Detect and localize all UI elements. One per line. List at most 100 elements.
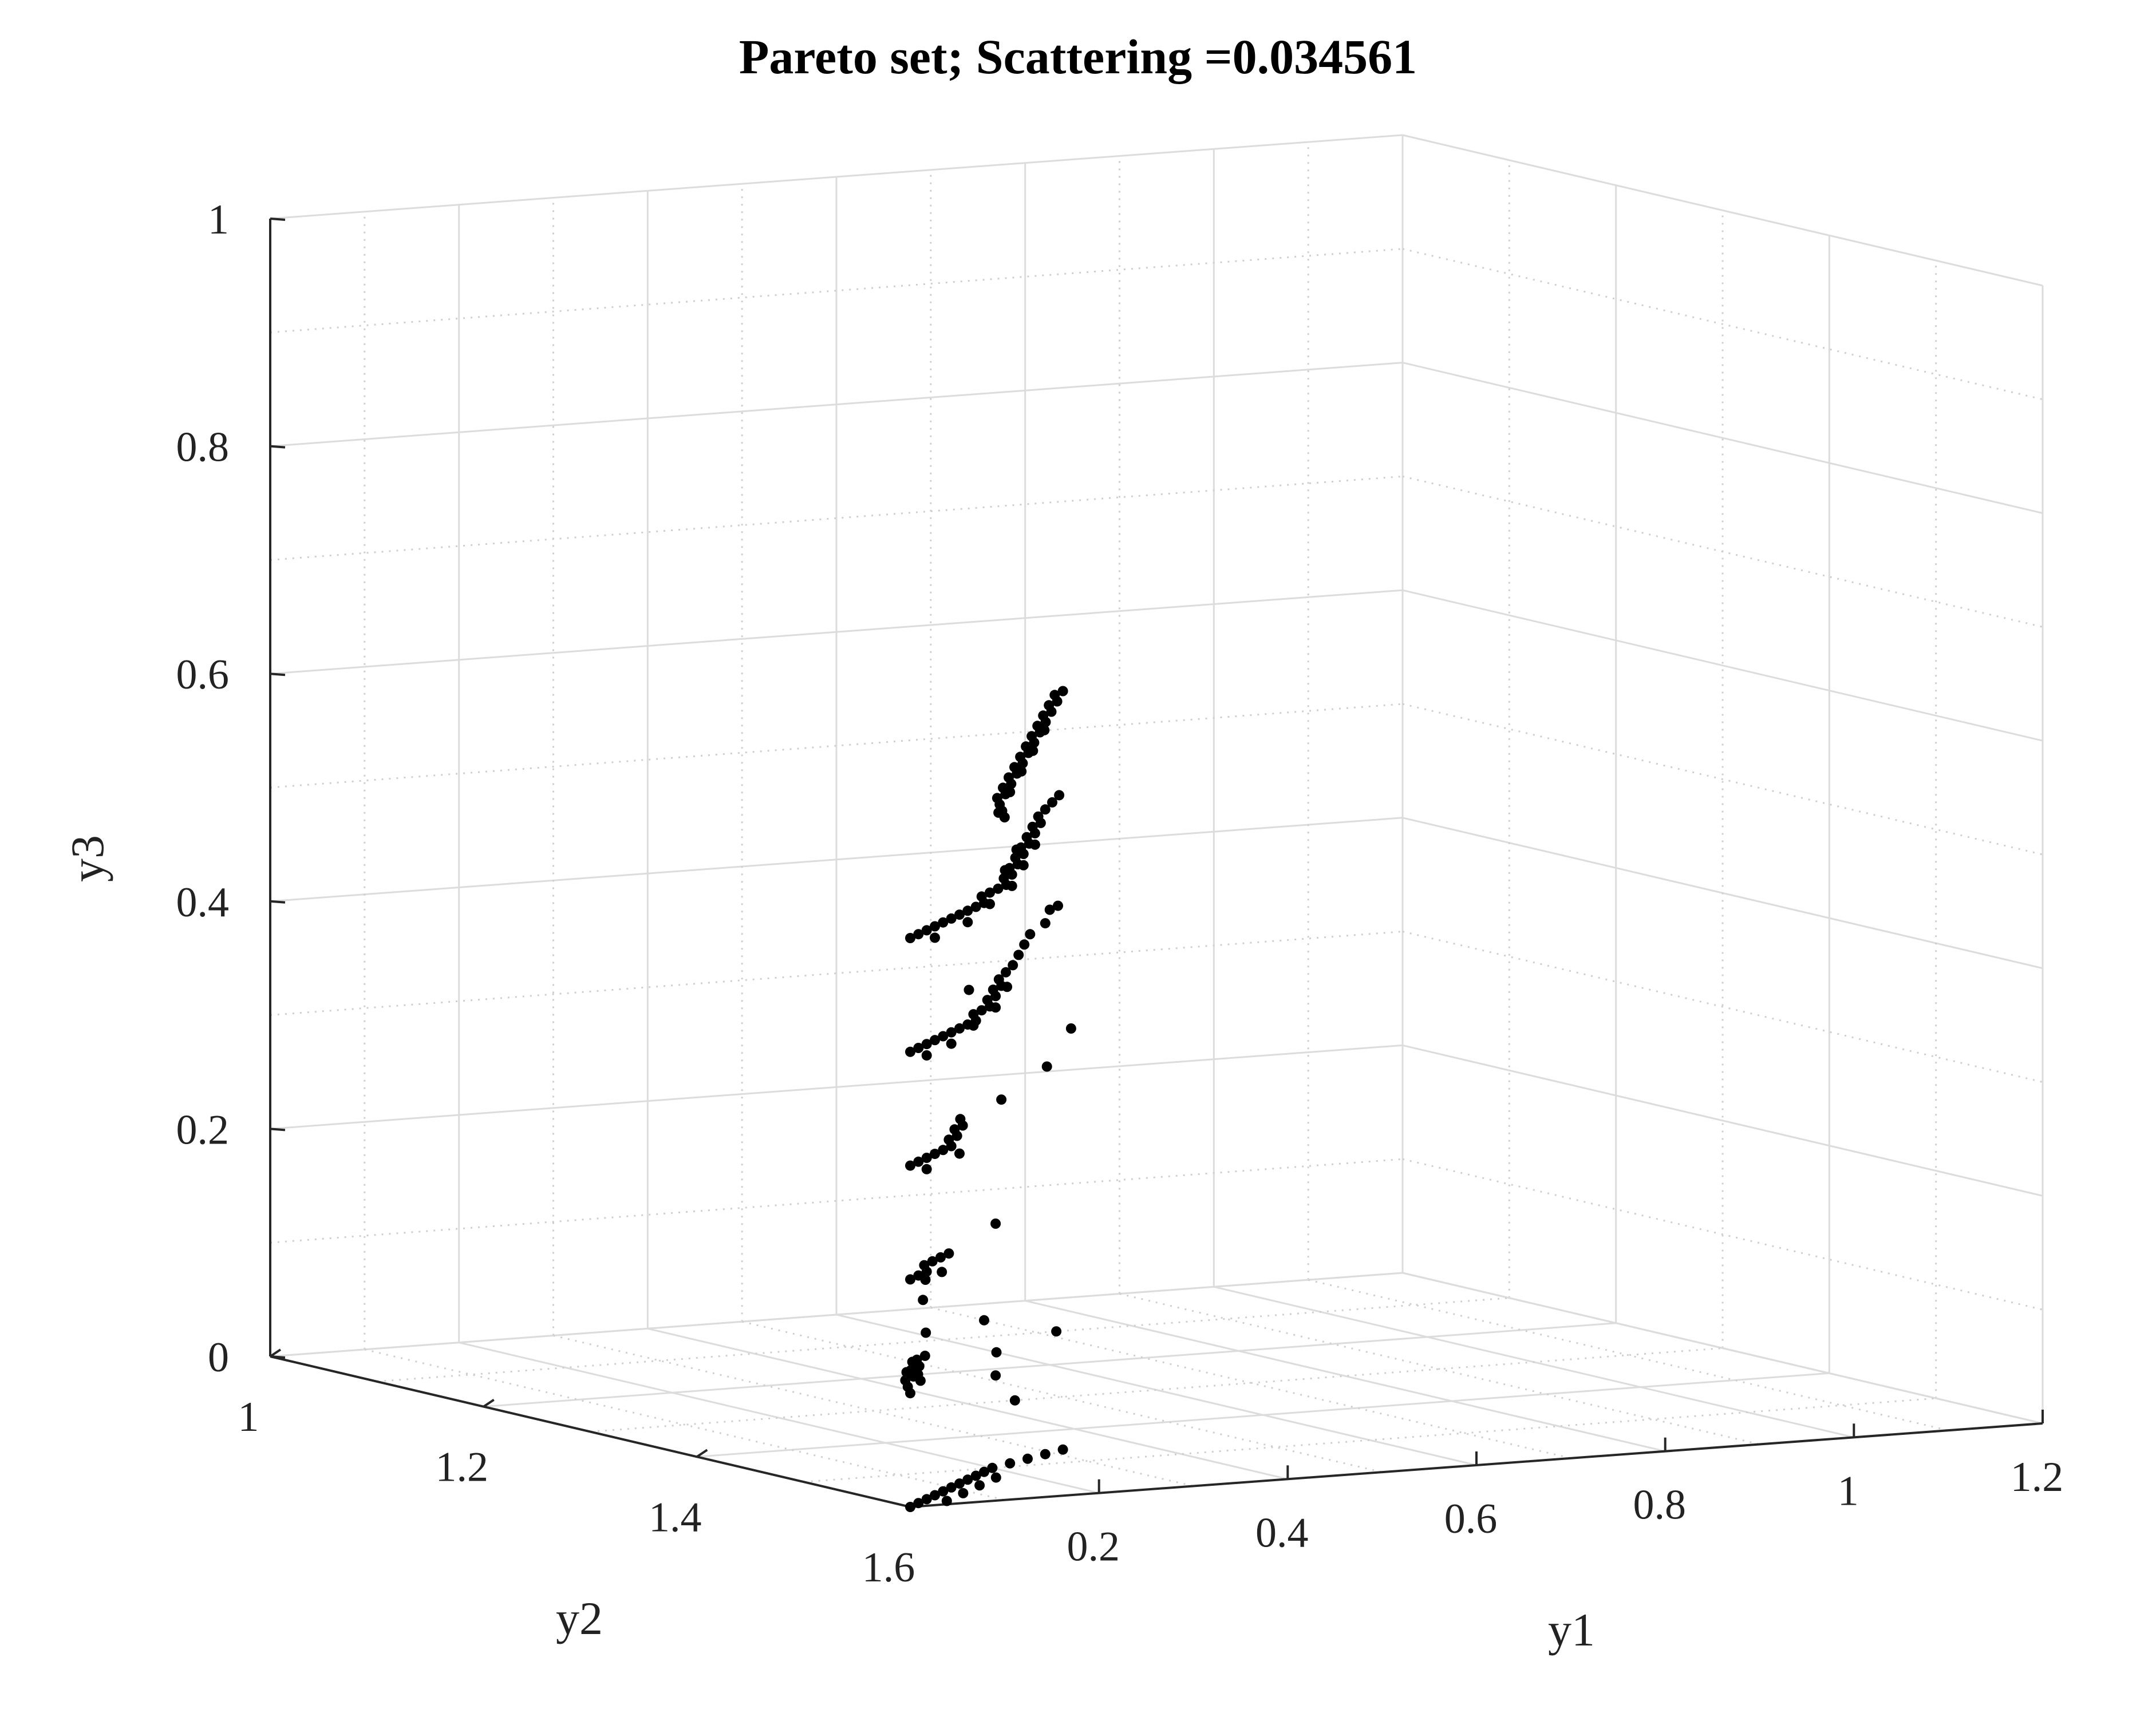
- scatter-point: [990, 1472, 1001, 1483]
- x-tick-label: 0.4: [1255, 1509, 1309, 1556]
- scatter-point: [998, 873, 1009, 884]
- scatter-point: [954, 909, 965, 920]
- scatter-point: [990, 1219, 1001, 1229]
- scatter-point: [982, 995, 993, 1006]
- scatter-point: [1065, 1023, 1076, 1034]
- scatter-point: [1040, 804, 1051, 815]
- scatter-point: [974, 1480, 985, 1491]
- floor-grid-line: [836, 1314, 1477, 1466]
- scatter-point: [1026, 731, 1037, 742]
- grid-layer: [269, 134, 2044, 1508]
- scatter-point: [938, 1145, 949, 1156]
- scatter-point: [918, 1295, 929, 1306]
- scatter-point: [1053, 900, 1063, 911]
- scatter-point: [930, 921, 940, 932]
- scatter-point: [988, 984, 998, 995]
- scatter-point: [1057, 686, 1068, 697]
- back-wall-grid-line: [270, 817, 1403, 903]
- scatter-point: [949, 1124, 960, 1135]
- scatter-point: [913, 1369, 923, 1380]
- scatter-point: [921, 1494, 932, 1505]
- z-axis-tick: [270, 900, 286, 904]
- floor-minor-grid-line: [1119, 1293, 1760, 1445]
- y-tick-label: 1.6: [862, 1544, 915, 1591]
- scatter-point: [954, 1478, 965, 1489]
- z-tick-label: 0.4: [176, 879, 230, 926]
- scatter-point: [1025, 929, 1036, 940]
- scatter-point: [1044, 904, 1055, 915]
- axis-layer: [269, 217, 2044, 1508]
- scatter-point: [1054, 790, 1065, 801]
- scatter-point: [1000, 865, 1010, 876]
- z-tick-label: 0.8: [176, 424, 230, 471]
- tick-labels-layer: 0.2 0.4 0.6 0.8 1 1.2 1 1.2 1.4 1.6 0 0.2 0.4 0.6 0.8 1: [176, 196, 2064, 1591]
- scatter-point: [1004, 772, 1014, 783]
- scatter-point: [943, 1248, 954, 1259]
- z-axis-tick: [270, 1355, 286, 1359]
- scatter-point: [962, 905, 973, 916]
- scatter-point: [962, 1474, 973, 1485]
- floor-grid-line: [459, 1342, 1100, 1494]
- back-wall-grid-line: [270, 362, 1403, 448]
- scatter-point: [905, 1160, 915, 1171]
- scatter-point: [1008, 960, 1018, 971]
- scatter-point: [964, 984, 974, 995]
- scatter-point: [985, 899, 995, 909]
- scatter-point: [938, 1486, 949, 1497]
- scatter-point: [985, 887, 995, 898]
- scatter-point: [905, 1046, 915, 1057]
- scatter-point: [962, 917, 973, 928]
- scatter-point: [970, 1470, 981, 1481]
- z-axis-tick: [270, 672, 286, 677]
- scatter-point: [920, 1275, 931, 1285]
- scatter-point: [987, 1462, 998, 1473]
- scatter-point: [921, 1039, 932, 1050]
- z-tick-label: 0.6: [176, 651, 230, 698]
- scatter-point: [946, 1027, 957, 1038]
- back-wall-grid-line: [270, 134, 1403, 220]
- floor-grid-line: [647, 1327, 1288, 1480]
- floor-minor-grid-line: [1308, 1279, 1949, 1431]
- scatter-point: [1010, 852, 1021, 863]
- scatter-point: [968, 1020, 979, 1031]
- back-wall-minor-grid-line: [270, 1158, 1403, 1244]
- back-wall-minor-grid-line: [270, 703, 1403, 789]
- scatter-point: [946, 1482, 957, 1493]
- z-tick-label: 1: [208, 196, 229, 243]
- right-wall-minor-grid-line: [1402, 1158, 2043, 1311]
- floor-grid-line: [1402, 1272, 2043, 1425]
- z-axis-tick: [270, 217, 286, 221]
- x-tick-label: 0.8: [1633, 1482, 1686, 1529]
- y-tick-label: 1.2: [435, 1444, 488, 1491]
- back-wall-minor-grid-line: [270, 931, 1403, 1016]
- scatter-point: [935, 1252, 946, 1263]
- y-axis-tick: [483, 1399, 495, 1408]
- scatter-point: [1038, 710, 1049, 721]
- floor-grid-line: [1025, 1300, 1666, 1453]
- z-axis-label: y3: [61, 835, 113, 882]
- scatter-point: [1015, 751, 1026, 762]
- scatter-point: [921, 1164, 932, 1174]
- z-axis-tick: [270, 1128, 286, 1132]
- y-axis-tick: [269, 1348, 282, 1358]
- y-axis-line: [270, 1355, 911, 1508]
- floor-minor-grid-line: [803, 1397, 1936, 1483]
- right-wall-minor-grid-line: [1402, 703, 2043, 856]
- chart-title: Pareto set; Scattering =0.034561: [739, 29, 1417, 84]
- z-tick-label: 0.2: [176, 1106, 230, 1153]
- scatter-point: [946, 913, 957, 924]
- scatter-point: [1005, 786, 1016, 797]
- scatter-point: [921, 925, 932, 936]
- floor-grid-line: [697, 1372, 1830, 1458]
- x-tick-label: 1: [1838, 1467, 1859, 1514]
- scatter-point: [955, 1114, 966, 1125]
- scatter-point: [927, 1256, 938, 1267]
- scatter-point: [1051, 1326, 1062, 1337]
- scatter-point: [993, 974, 1004, 985]
- scatter-point: [1027, 821, 1038, 832]
- scatter-point: [905, 1502, 915, 1512]
- y-axis-label: y2: [556, 1592, 603, 1644]
- back-wall-grid-line: [270, 589, 1403, 675]
- scatter-point: [958, 1488, 969, 1498]
